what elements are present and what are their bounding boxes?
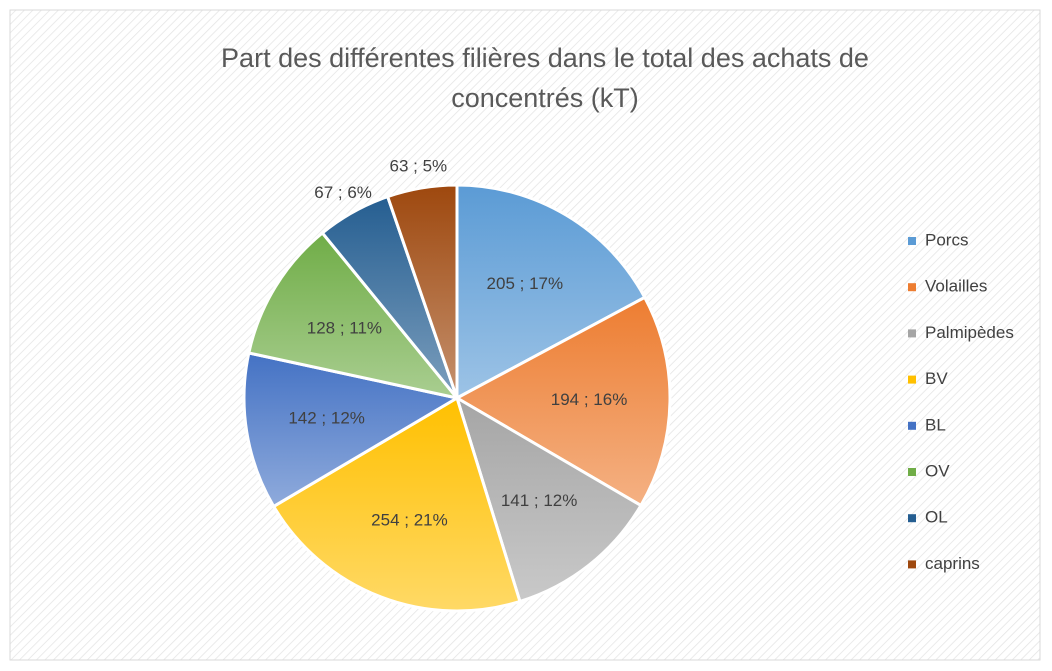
slice-group [455, 183, 647, 401]
slice-group [453, 295, 672, 508]
slice-group [242, 351, 462, 509]
slice [455, 183, 647, 401]
legend-swatch [908, 560, 916, 569]
slice [271, 395, 522, 613]
legend-swatch [908, 421, 916, 430]
data-label: 128 ; 11% [307, 318, 382, 337]
legend-label: Volailles [925, 277, 987, 296]
data-label: 63 ; 5% [390, 156, 448, 175]
data-label: 141 ; 12% [501, 491, 578, 510]
data-label: 254 ; 21% [371, 511, 448, 530]
legend-swatch [908, 375, 916, 384]
legend-label: Palmipèdes [925, 323, 1014, 342]
slice [385, 183, 459, 399]
slice [454, 394, 643, 604]
data-label: 194 ; 16% [551, 390, 628, 409]
chart-title: Part des différentes filières dans le to… [221, 43, 869, 113]
legend-label: BV [925, 369, 948, 388]
legend-swatch [908, 468, 916, 476]
data-label: 67 ; 6% [314, 183, 372, 202]
legend-label: BL [925, 415, 946, 434]
legend-swatch [908, 329, 916, 338]
slice-group [271, 395, 522, 613]
legend-label: OV [925, 461, 950, 480]
legend-swatch [908, 514, 916, 523]
legend-label: caprins [925, 554, 980, 573]
slice [247, 230, 461, 401]
legend-swatch [908, 237, 916, 245]
slice [453, 295, 672, 508]
legend-swatch [908, 283, 916, 292]
slice-group [247, 230, 461, 401]
legend-label: Porcs [925, 230, 968, 249]
slice-group [385, 183, 459, 399]
data-label: 205 ; 17% [487, 274, 564, 293]
legend-label: OL [925, 508, 948, 527]
slice [242, 351, 462, 509]
slice-group [454, 394, 643, 604]
data-label: 142 ; 12% [288, 409, 365, 428]
